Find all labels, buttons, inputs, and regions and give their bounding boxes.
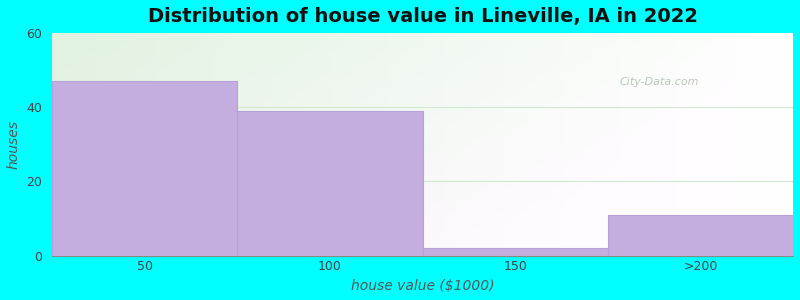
Text: City-Data.com: City-Data.com <box>620 77 699 87</box>
Y-axis label: houses: houses <box>7 120 21 169</box>
Bar <box>608 215 793 256</box>
Bar <box>238 111 422 256</box>
X-axis label: house value ($1000): house value ($1000) <box>351 279 494 293</box>
Bar <box>422 248 608 256</box>
Title: Distribution of house value in Lineville, IA in 2022: Distribution of house value in Lineville… <box>147 7 698 26</box>
Bar <box>52 81 238 256</box>
